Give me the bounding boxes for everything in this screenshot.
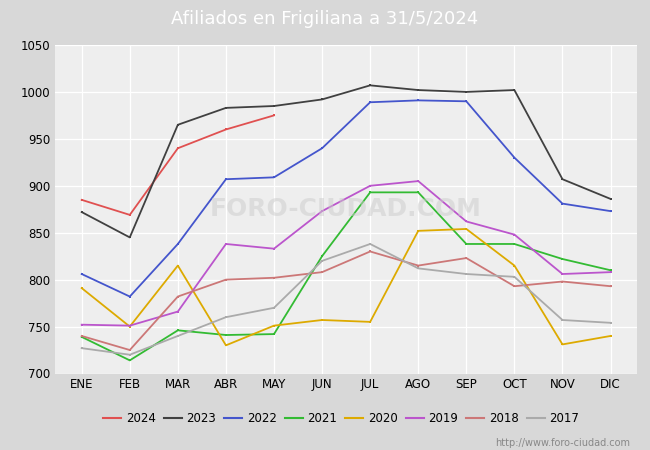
Text: Afiliados en Frigiliana a 31/5/2024: Afiliados en Frigiliana a 31/5/2024 (172, 10, 478, 28)
Legend: 2024, 2023, 2022, 2021, 2020, 2019, 2018, 2017: 2024, 2023, 2022, 2021, 2020, 2019, 2018… (99, 407, 584, 430)
Text: FORO-CIUDAD.COM: FORO-CIUDAD.COM (210, 197, 482, 221)
Text: http://www.foro-ciudad.com: http://www.foro-ciudad.com (495, 438, 630, 448)
